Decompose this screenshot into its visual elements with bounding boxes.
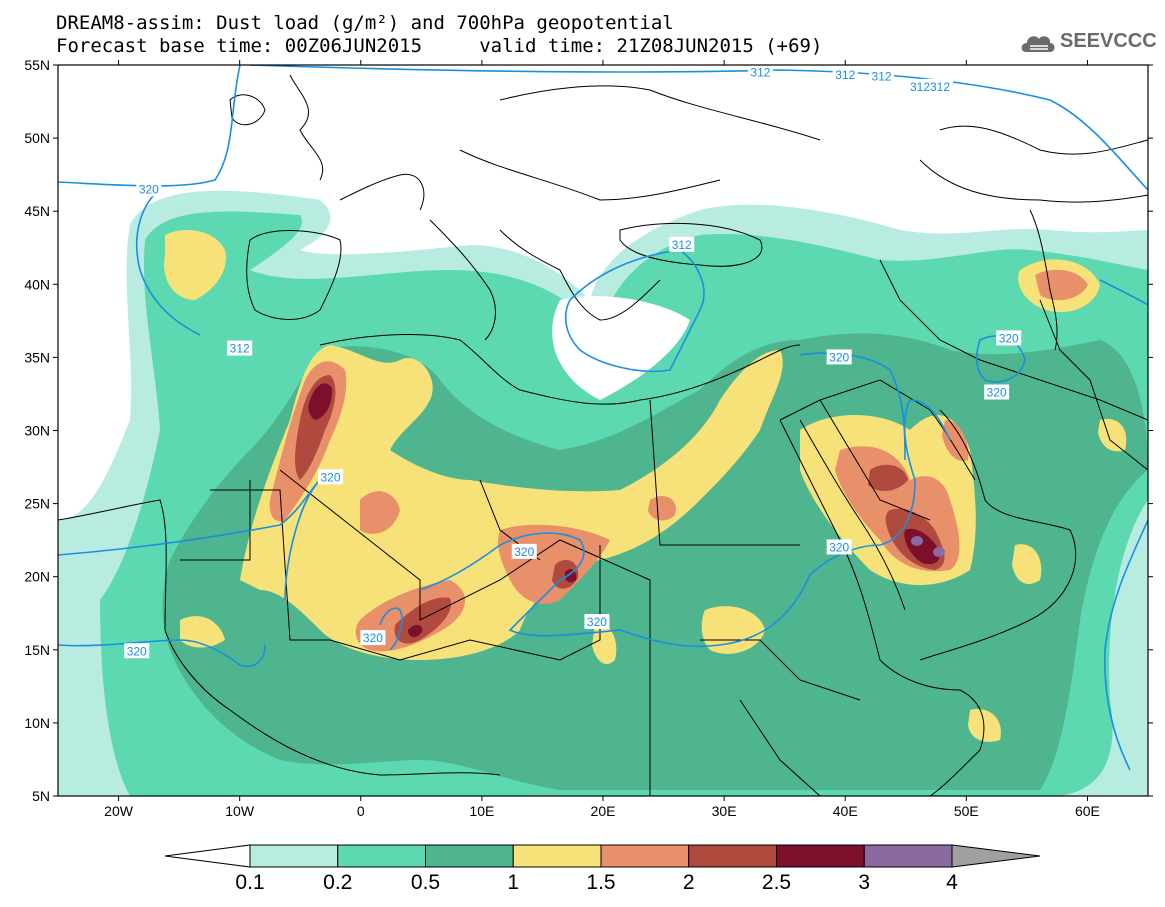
colorbar-segment: [249, 844, 339, 868]
contour-label-bg: [227, 340, 253, 356]
lat-tick-label: 5N: [32, 788, 50, 804]
lon-tick-label: 40E: [833, 803, 858, 819]
contour-label-bg: [996, 330, 1022, 346]
lat-tick-label: 40N: [24, 276, 50, 292]
lat-tick-label: 10N: [24, 715, 50, 731]
contour-label: 320: [139, 182, 159, 196]
lon-tick-label: 10W: [225, 803, 255, 819]
logo-text: SEEVCCC: [1060, 30, 1157, 52]
lat-tick-label: 45N: [24, 203, 50, 219]
colorbar-segment: [776, 844, 865, 868]
colorbar-segment: [512, 844, 602, 868]
lat-tick-label: 35N: [24, 349, 50, 365]
cloud-icon: [1021, 36, 1055, 52]
longitude-axis: 20W 10W 0 10E 20E 30E 40E 50E 60E: [104, 60, 1100, 819]
colorbar-under-triangle: [164, 844, 251, 868]
contour-label: 312: [872, 70, 892, 84]
contour-label-bg: [360, 630, 386, 646]
lat-tick-label: 55N: [24, 57, 50, 73]
colorbar-level-label: 3: [858, 871, 870, 894]
lon-tick-label: 50E: [954, 803, 979, 819]
contour-label-bg: [318, 469, 343, 485]
geopotential-contours: [58, 65, 1148, 771]
contour-label-bg: [826, 349, 852, 365]
colorbar-level-label: 0.1: [235, 871, 264, 894]
colorbar-segment: [600, 844, 690, 868]
latitude-axis: 55N 50N 45N 40N 35N 30N 25N 20N 15N 10N 5N: [24, 57, 1153, 804]
contour-label-bg: [832, 67, 858, 83]
contour-label-bg: [869, 68, 895, 84]
contour-label-bg: [826, 539, 852, 555]
contour-label: 320: [987, 385, 1007, 399]
contour-label-bg: [136, 181, 162, 197]
contour-label: 320: [127, 644, 147, 658]
forecast-time-subtitle: Forecast base time: 00Z06JUN2015 valid t…: [56, 35, 823, 57]
colorbar-level-label: 4: [946, 871, 958, 894]
seevccc-logo: SEEVCCC: [1018, 26, 1158, 58]
contour-label-bg: [984, 384, 1010, 400]
contour-label-bg: [511, 543, 537, 559]
colorbar-segment: [688, 844, 777, 868]
lat-tick-label: 20N: [24, 569, 50, 585]
dust-level-3: [911, 536, 945, 557]
colorbar-level-label: 1: [507, 871, 519, 894]
lon-tick-label: 20E: [591, 803, 616, 819]
contour-label: 312: [750, 65, 770, 79]
contour-label-bg: [124, 643, 150, 659]
lat-tick-label: 25N: [24, 496, 50, 512]
lon-tick-label: 10E: [469, 803, 494, 819]
lat-tick-label: 30N: [24, 423, 50, 439]
colorbar: 0.1 0.2 0.5 1 1.5 2 2.5 3 4: [164, 844, 1041, 894]
colorbar-level-label: 0.5: [411, 871, 440, 894]
colorbar-segment: [337, 844, 426, 868]
contour-label: 312312: [910, 80, 950, 94]
contour-label: 320: [829, 540, 849, 554]
contour-label: 320: [514, 545, 534, 559]
colorbar-segment: [863, 844, 953, 868]
lon-tick-label: 60E: [1075, 803, 1100, 819]
colorbar-level-label: 0.2: [323, 871, 352, 894]
lat-tick-label: 50N: [24, 130, 50, 146]
contour-label: 312: [672, 238, 692, 252]
contour-label: 320: [999, 331, 1019, 345]
contour-label: 320: [320, 470, 340, 484]
lon-tick-label: 0: [357, 803, 365, 819]
chart-title: DREAM8-assim: Dust load (g/m²) and 700hP…: [56, 12, 674, 34]
contour-label-bg: [907, 78, 953, 94]
colorbar-level-label: 2: [683, 871, 695, 894]
lon-tick-label: 20W: [104, 803, 134, 819]
contour-label: 320: [587, 615, 607, 629]
contour-label-bg: [584, 614, 610, 630]
contour-label: 320: [363, 631, 383, 645]
lat-tick-label: 15N: [24, 642, 50, 658]
contour-label-bg: [669, 236, 695, 252]
lon-tick-label: 30E: [712, 803, 737, 819]
colorbar-segment: [425, 844, 514, 868]
colorbar-over-triangle: [951, 844, 1041, 868]
contour-label: 312: [230, 342, 250, 356]
contour-label-bg: [747, 65, 773, 80]
colorbar-level-label: 1.5: [586, 871, 615, 894]
colorbar-level-label: 2.5: [762, 871, 791, 894]
contour-label: 320: [829, 350, 849, 364]
contour-label: 312: [835, 68, 855, 82]
